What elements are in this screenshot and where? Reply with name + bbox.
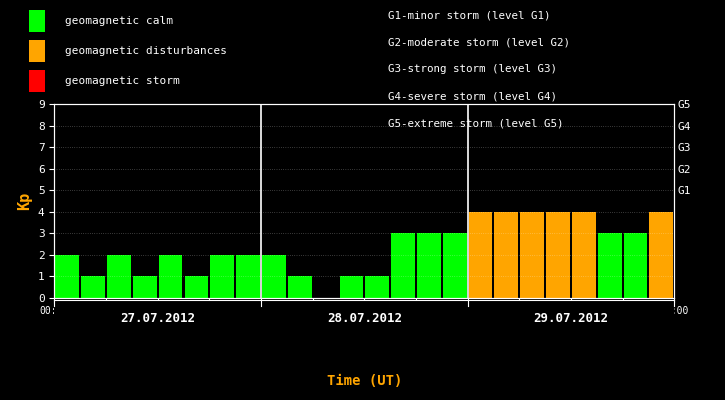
- Bar: [107, 255, 130, 298]
- Bar: [210, 255, 234, 298]
- Bar: [650, 212, 674, 298]
- Text: G3-strong storm (level G3): G3-strong storm (level G3): [388, 64, 557, 74]
- Bar: [521, 212, 544, 298]
- Bar: [185, 276, 208, 298]
- Bar: [133, 276, 157, 298]
- Text: geomagnetic storm: geomagnetic storm: [65, 76, 180, 86]
- Bar: [417, 233, 441, 298]
- Text: geomagnetic calm: geomagnetic calm: [65, 16, 173, 26]
- Bar: [443, 233, 467, 298]
- Bar: [365, 276, 389, 298]
- Bar: [81, 276, 105, 298]
- Text: Time (UT): Time (UT): [327, 374, 402, 388]
- Text: 27.07.2012: 27.07.2012: [120, 312, 195, 324]
- Bar: [598, 233, 621, 298]
- Text: 28.07.2012: 28.07.2012: [327, 312, 402, 324]
- Text: G1-minor storm (level G1): G1-minor storm (level G1): [388, 10, 550, 20]
- Y-axis label: Kp: Kp: [17, 192, 33, 210]
- Bar: [262, 255, 286, 298]
- Text: G2-moderate storm (level G2): G2-moderate storm (level G2): [388, 37, 570, 47]
- Bar: [392, 233, 415, 298]
- Bar: [546, 212, 570, 298]
- Bar: [55, 255, 79, 298]
- Bar: [494, 212, 518, 298]
- Text: G4-severe storm (level G4): G4-severe storm (level G4): [388, 92, 557, 102]
- Bar: [288, 276, 312, 298]
- Bar: [624, 233, 647, 298]
- Text: geomagnetic disturbances: geomagnetic disturbances: [65, 46, 227, 56]
- Text: 29.07.2012: 29.07.2012: [534, 312, 608, 324]
- Bar: [339, 276, 363, 298]
- Bar: [468, 212, 492, 298]
- Bar: [572, 212, 596, 298]
- Bar: [159, 255, 183, 298]
- Text: G5-extreme storm (level G5): G5-extreme storm (level G5): [388, 119, 563, 129]
- Bar: [236, 255, 260, 298]
